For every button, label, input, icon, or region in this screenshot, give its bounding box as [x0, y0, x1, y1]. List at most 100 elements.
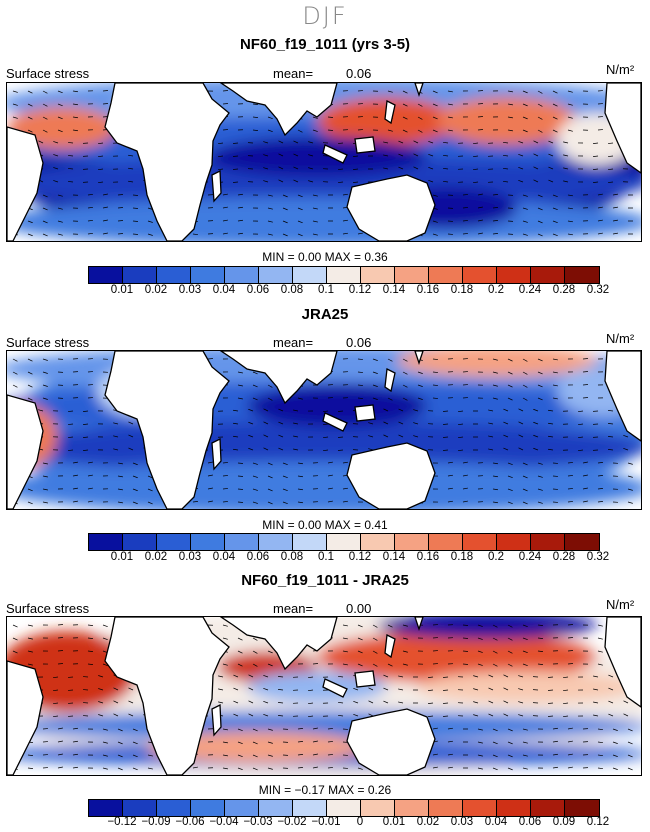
wind-vector — [117, 488, 123, 491]
wind-vector — [533, 447, 539, 451]
wind-vector — [267, 233, 273, 236]
wind-vector — [252, 754, 258, 758]
wind-vector — [492, 728, 498, 732]
wind-vector — [42, 462, 48, 465]
wind-vector — [597, 462, 604, 464]
wind-vector — [98, 168, 104, 171]
wind-vector — [42, 90, 48, 94]
colorbar-swatch — [429, 534, 463, 550]
wind-vector — [567, 103, 573, 106]
wind-vector — [427, 689, 434, 692]
wind-vector — [72, 129, 78, 132]
land-mask — [384, 634, 396, 659]
wind-vector — [42, 220, 48, 224]
wind-vector — [462, 487, 468, 490]
wind-vector — [117, 728, 123, 732]
colorbar-swatch — [463, 267, 497, 283]
wind-vector — [267, 129, 273, 132]
wind-vector — [507, 767, 513, 771]
wind-vector — [263, 180, 269, 183]
wind-vector — [42, 397, 48, 400]
wind-vector — [507, 663, 513, 667]
wind-vector — [277, 715, 284, 717]
wind-vector — [383, 167, 389, 170]
wind-vector — [563, 167, 569, 170]
wind-vector — [442, 436, 449, 438]
colorbar-swatch — [89, 534, 123, 550]
wind-vector — [67, 449, 74, 451]
field-region — [437, 97, 577, 145]
wind-vector — [612, 728, 618, 731]
wind-vector — [217, 155, 224, 158]
wind-vector — [402, 371, 408, 375]
wind-vector — [442, 702, 449, 704]
wind-vector — [488, 435, 494, 438]
colorbar-swatch — [89, 800, 123, 816]
wind-vector — [207, 487, 213, 490]
colorbar-swatch — [123, 800, 157, 816]
wind-vector — [308, 167, 314, 170]
wind-vector — [492, 637, 498, 641]
wind-vector — [132, 462, 138, 466]
wind-vector — [263, 700, 269, 704]
wind-vector — [42, 384, 48, 387]
wind-vector — [473, 675, 479, 678]
wind-vector — [222, 728, 228, 731]
wind-vector — [233, 435, 239, 438]
wind-vector — [597, 663, 603, 666]
wind-vector — [417, 397, 423, 400]
wind-vector — [488, 409, 494, 412]
wind-vector — [492, 501, 498, 504]
wind-vector — [522, 233, 528, 236]
wind-vector — [503, 421, 509, 425]
wind-vector — [623, 700, 629, 704]
colorbar-tick-label: 0.24 — [518, 551, 542, 563]
colorbar-tick-label: 0.02 — [416, 816, 440, 828]
wind-vector — [132, 488, 138, 492]
colorbar-swatch — [225, 534, 259, 550]
wind-vector — [612, 206, 618, 209]
wind-vector — [327, 728, 334, 730]
colorbar-swatch — [463, 534, 497, 550]
colorbar-swatch — [565, 534, 599, 550]
wind-vector — [113, 435, 119, 438]
colorbar-tick-label: 0.18 — [450, 284, 474, 296]
colorbar-tick-label: 0.04 — [484, 816, 508, 828]
wind-vector — [402, 358, 408, 362]
wind-vector — [462, 207, 469, 209]
wind-vector — [522, 371, 528, 375]
wind-vector — [398, 688, 404, 691]
colorbar-swatch — [259, 267, 293, 283]
colorbar-tick-label: 0.02 — [144, 551, 168, 563]
wind-vector — [432, 371, 439, 373]
wind-vector — [357, 663, 363, 667]
wind-vector — [222, 754, 228, 757]
wind-vector — [387, 358, 393, 362]
wind-vector — [537, 194, 543, 198]
wind-vector — [522, 741, 528, 744]
wind-vector — [312, 194, 318, 197]
wind-vector — [102, 637, 108, 641]
wind-vector — [342, 637, 348, 640]
wind-vector — [612, 193, 618, 196]
wind-vector — [608, 713, 614, 717]
wind-vector — [563, 141, 569, 144]
wind-vector — [552, 766, 558, 769]
wind-vector — [297, 488, 303, 491]
wind-vector — [488, 674, 494, 678]
wind-vector — [537, 371, 543, 375]
wind-vector — [147, 233, 153, 236]
colorbar-tick-label: −0.12 — [107, 816, 137, 828]
wind-vector — [233, 422, 239, 425]
panel-1-map — [6, 82, 642, 242]
wind-vector — [473, 142, 479, 145]
wind-vector — [607, 410, 614, 412]
land-mask — [322, 678, 348, 698]
wind-vector — [522, 637, 528, 640]
wind-vector — [72, 487, 78, 490]
wind-vector — [222, 637, 228, 640]
wind-vector — [312, 740, 318, 743]
wind-vector — [507, 501, 513, 504]
wind-vector — [608, 687, 614, 691]
wind-vector — [237, 650, 243, 654]
